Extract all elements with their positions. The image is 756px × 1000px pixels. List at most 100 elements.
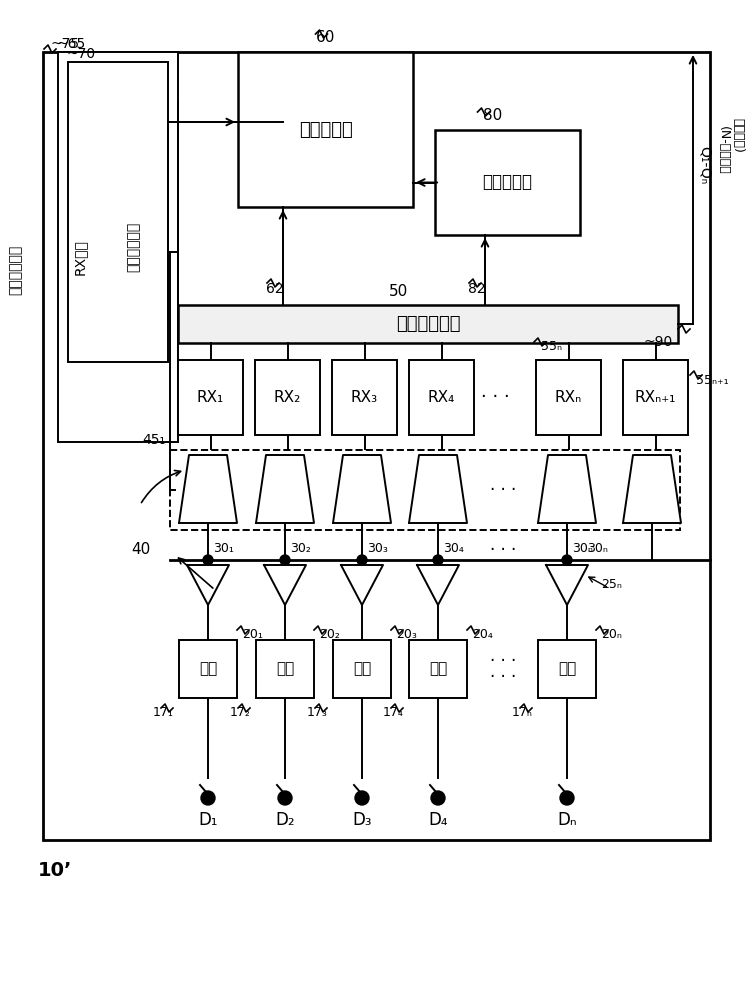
Circle shape xyxy=(201,791,215,805)
Text: 17₂: 17₂ xyxy=(230,706,251,720)
Text: 30₂: 30₂ xyxy=(290,542,311,554)
Bar xyxy=(58,52,178,442)
Text: 62: 62 xyxy=(266,282,284,296)
Circle shape xyxy=(433,555,443,565)
Text: 限定接受器: 限定接受器 xyxy=(482,174,532,192)
Text: RX₁: RX₁ xyxy=(197,390,224,405)
Polygon shape xyxy=(623,455,681,523)
Bar xyxy=(238,52,413,207)
Text: 30₄: 30₄ xyxy=(443,542,464,554)
Text: 82: 82 xyxy=(468,282,486,296)
Text: 输入交换控制: 输入交换控制 xyxy=(8,245,22,295)
Text: 60: 60 xyxy=(316,30,335,45)
Text: 20₄: 20₄ xyxy=(472,629,493,642)
Text: 30ₙ: 30ₙ xyxy=(572,542,593,554)
Text: 终端: 终端 xyxy=(558,662,576,676)
Bar xyxy=(170,450,680,530)
Bar xyxy=(43,52,710,840)
Text: · · ·: · · · xyxy=(490,541,516,559)
Text: RX配置: RX配置 xyxy=(73,239,87,275)
Bar xyxy=(536,360,601,435)
Text: ~75: ~75 xyxy=(50,37,79,51)
Text: 终端: 终端 xyxy=(353,662,371,676)
Text: ~70: ~70 xyxy=(66,47,95,61)
Text: D₁: D₁ xyxy=(198,811,218,829)
Text: RX₄: RX₄ xyxy=(428,390,455,405)
Bar xyxy=(178,360,243,435)
Text: 数据总线): 数据总线) xyxy=(732,118,745,152)
Polygon shape xyxy=(333,455,391,523)
Circle shape xyxy=(278,791,292,805)
Bar xyxy=(178,305,678,343)
Text: 55ₙ₊₁: 55ₙ₊₁ xyxy=(696,373,729,386)
Bar xyxy=(409,640,467,698)
Bar xyxy=(332,360,397,435)
Text: · · ·: · · · xyxy=(490,652,516,670)
Polygon shape xyxy=(538,455,596,523)
Text: RXₙ: RXₙ xyxy=(555,390,582,405)
Text: 终端: 终端 xyxy=(276,662,294,676)
Polygon shape xyxy=(409,455,467,523)
Bar xyxy=(623,360,688,435)
Text: (N-宽度输出: (N-宽度输出 xyxy=(717,126,730,174)
Circle shape xyxy=(355,791,369,805)
Text: ~90: ~90 xyxy=(644,335,673,349)
Bar xyxy=(435,130,580,235)
Text: 10’: 10’ xyxy=(38,860,73,880)
Text: D₃: D₃ xyxy=(352,811,372,829)
Circle shape xyxy=(562,555,572,565)
Text: 数据交换器绵: 数据交换器绵 xyxy=(395,315,460,333)
Text: 80: 80 xyxy=(483,108,502,123)
Circle shape xyxy=(203,555,213,565)
Text: 20₂: 20₂ xyxy=(319,629,340,642)
Polygon shape xyxy=(179,455,237,523)
Bar xyxy=(68,62,168,362)
Polygon shape xyxy=(256,455,314,523)
Bar xyxy=(256,640,314,698)
Polygon shape xyxy=(187,565,229,605)
Text: 17₁: 17₁ xyxy=(153,706,174,720)
Text: Q₁-Qₙ: Q₁-Qₙ xyxy=(698,146,712,184)
Text: RX₃: RX₃ xyxy=(351,390,378,405)
Circle shape xyxy=(280,555,290,565)
Text: 输出交换控制: 输出交换控制 xyxy=(126,222,140,272)
Text: 55ₙ: 55ₙ xyxy=(541,340,562,353)
Text: RXₙ₊₁: RXₙ₊₁ xyxy=(635,390,676,405)
Bar xyxy=(179,640,237,698)
Bar xyxy=(333,640,391,698)
Text: · · ·: · · · xyxy=(490,668,516,686)
Text: · · ·: · · · xyxy=(490,481,516,499)
Text: D₂: D₂ xyxy=(275,811,295,829)
Text: 17₄: 17₄ xyxy=(383,706,404,720)
Text: 25ₙ: 25ₙ xyxy=(602,578,622,591)
Polygon shape xyxy=(417,565,459,605)
Text: Dₙ: Dₙ xyxy=(557,811,577,829)
Text: 终端: 终端 xyxy=(199,662,217,676)
Text: 45₁: 45₁ xyxy=(142,433,165,447)
Text: 50: 50 xyxy=(389,284,407,298)
Text: 20ₙ: 20ₙ xyxy=(601,629,622,642)
Text: 20₁: 20₁ xyxy=(242,629,263,642)
Circle shape xyxy=(431,791,445,805)
Bar xyxy=(255,360,320,435)
Text: D₄: D₄ xyxy=(428,811,448,829)
Bar xyxy=(409,360,474,435)
Text: RX₂: RX₂ xyxy=(274,390,301,405)
Polygon shape xyxy=(546,565,588,605)
Bar xyxy=(538,640,596,698)
Text: 30₁: 30₁ xyxy=(213,542,234,554)
Text: 20₃: 20₃ xyxy=(396,629,417,642)
Polygon shape xyxy=(341,565,383,605)
Polygon shape xyxy=(264,565,306,605)
Text: · · ·: · · · xyxy=(481,388,510,406)
Text: 17₃: 17₃ xyxy=(307,706,328,720)
Text: 校准接受器: 校准接受器 xyxy=(299,120,352,138)
Circle shape xyxy=(357,555,367,565)
Text: 17ₙ: 17ₙ xyxy=(512,706,533,720)
Text: ~65: ~65 xyxy=(56,37,85,51)
Text: 终端: 终端 xyxy=(429,662,447,676)
Text: 30₃: 30₃ xyxy=(367,542,388,554)
Text: 40: 40 xyxy=(131,542,150,558)
Circle shape xyxy=(560,791,574,805)
Text: 30ₙ: 30ₙ xyxy=(587,542,608,554)
